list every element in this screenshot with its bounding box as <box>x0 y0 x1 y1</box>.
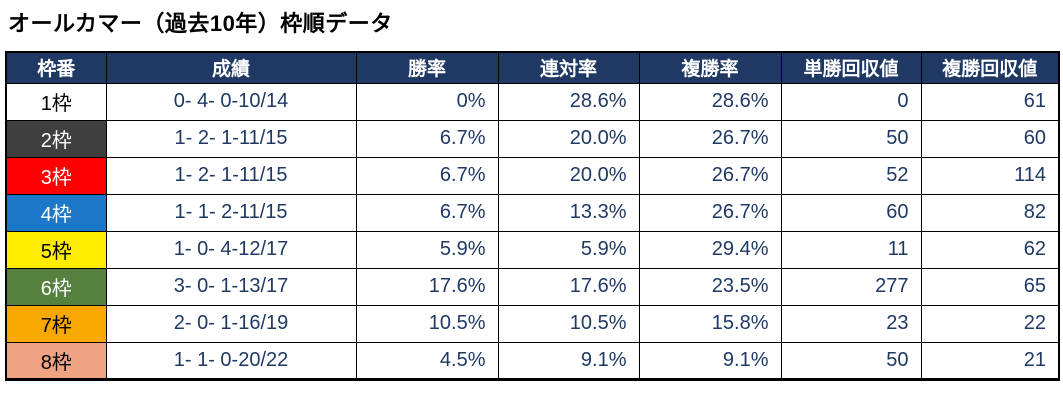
table-row: 6枠 3- 0- 1-13/17 17.6% 17.6% 23.5% 277 6… <box>5 267 1060 306</box>
quinella-rate-cell: 10.5% <box>497 304 640 343</box>
show-rate-cell: 29.4% <box>638 230 782 269</box>
show-return-cell: 114 <box>920 156 1060 195</box>
win-return-cell: 23 <box>780 304 922 343</box>
win-rate-cell: 17.6% <box>355 267 499 306</box>
show-return-cell: 22 <box>920 304 1060 343</box>
record-cell: 1- 2- 1-11/15 <box>105 156 357 195</box>
page-title: オールカマー（過去10年）枠順データ <box>8 11 393 36</box>
column-header-1: 成績 <box>105 51 357 84</box>
table-row: 4枠 1- 1- 2-11/15 6.7% 13.3% 26.7% 60 82 <box>5 193 1060 232</box>
frame-number-cell: 8枠 <box>5 341 107 380</box>
frame-number-cell: 7枠 <box>5 304 107 343</box>
frame-number-cell: 6枠 <box>5 267 107 306</box>
win-rate-cell: 6.7% <box>355 119 499 158</box>
win-return-cell: 50 <box>780 341 922 380</box>
show-return-cell: 21 <box>920 341 1060 380</box>
table-row: 3枠 1- 2- 1-11/15 6.7% 20.0% 26.7% 52 114 <box>5 156 1060 195</box>
page: オールカマー（過去10年）枠順データ 枠番 成績 勝率 連対率 複勝率 単勝回収値 複勝回収… <box>5 11 1060 381</box>
win-rate-cell: 4.5% <box>355 341 499 380</box>
quinella-rate-cell: 13.3% <box>497 193 640 232</box>
win-return-cell: 0 <box>780 82 922 121</box>
win-rate-cell: 0% <box>355 82 499 121</box>
show-return-cell: 62 <box>920 230 1060 269</box>
table-row: 2枠 1- 2- 1-11/15 6.7% 20.0% 26.7% 50 60 <box>5 119 1060 158</box>
table-row: 1枠 0- 4- 0-10/14 0% 28.6% 28.6% 0 61 <box>5 82 1060 121</box>
frame-number-cell: 4枠 <box>5 193 107 232</box>
show-return-cell: 65 <box>920 267 1060 306</box>
win-rate-cell: 10.5% <box>355 304 499 343</box>
win-rate-cell: 5.9% <box>355 230 499 269</box>
column-header-6: 複勝回収値 <box>920 51 1060 84</box>
table-header-row: 枠番 成績 勝率 連対率 複勝率 単勝回収値 複勝回収値 <box>5 51 1060 84</box>
record-cell: 1- 0- 4-12/17 <box>105 230 357 269</box>
table-row: 8枠 1- 1- 0-20/22 4.5% 9.1% 9.1% 50 21 <box>5 341 1060 380</box>
show-return-cell: 61 <box>920 82 1060 121</box>
frame-number-cell: 1枠 <box>5 82 107 121</box>
frame-number-cell: 3枠 <box>5 156 107 195</box>
quinella-rate-cell: 9.1% <box>497 341 640 380</box>
record-cell: 1- 2- 1-11/15 <box>105 119 357 158</box>
column-header-3: 連対率 <box>497 51 640 84</box>
quinella-rate-cell: 28.6% <box>497 82 640 121</box>
show-rate-cell: 26.7% <box>638 119 782 158</box>
record-cell: 1- 1- 0-20/22 <box>105 341 357 380</box>
win-return-cell: 60 <box>780 193 922 232</box>
column-header-0: 枠番 <box>5 51 107 84</box>
column-header-5: 単勝回収値 <box>780 51 922 84</box>
table-row: 7枠 2- 0- 1-16/19 10.5% 10.5% 15.8% 23 22 <box>5 304 1060 343</box>
record-cell: 3- 0- 1-13/17 <box>105 267 357 306</box>
column-header-2: 勝率 <box>355 51 499 84</box>
win-return-cell: 50 <box>780 119 922 158</box>
record-cell: 0- 4- 0-10/14 <box>105 82 357 121</box>
win-return-cell: 52 <box>780 156 922 195</box>
column-header-4: 複勝率 <box>638 51 782 84</box>
quinella-rate-cell: 17.6% <box>497 267 640 306</box>
show-rate-cell: 26.7% <box>638 156 782 195</box>
quinella-rate-cell: 5.9% <box>497 230 640 269</box>
show-rate-cell: 26.7% <box>638 193 782 232</box>
record-cell: 1- 1- 2-11/15 <box>105 193 357 232</box>
show-rate-cell: 23.5% <box>638 267 782 306</box>
frame-number-cell: 2枠 <box>5 119 107 158</box>
show-rate-cell: 28.6% <box>638 82 782 121</box>
table-row: 5枠 1- 0- 4-12/17 5.9% 5.9% 29.4% 11 62 <box>5 230 1060 269</box>
quinella-rate-cell: 20.0% <box>497 156 640 195</box>
win-rate-cell: 6.7% <box>355 193 499 232</box>
frame-number-cell: 5枠 <box>5 230 107 269</box>
table-body: 1枠 0- 4- 0-10/14 0% 28.6% 28.6% 0 61 2枠 … <box>5 82 1060 380</box>
quinella-rate-cell: 20.0% <box>497 119 640 158</box>
show-rate-cell: 9.1% <box>638 341 782 380</box>
show-rate-cell: 15.8% <box>638 304 782 343</box>
show-return-cell: 82 <box>920 193 1060 232</box>
win-return-cell: 277 <box>780 267 922 306</box>
frame-data-table: 枠番 成績 勝率 連対率 複勝率 単勝回収値 複勝回収値 1枠 0- 4- 0-10/14 … <box>5 51 1060 381</box>
win-rate-cell: 6.7% <box>355 156 499 195</box>
show-return-cell: 60 <box>920 119 1060 158</box>
record-cell: 2- 0- 1-16/19 <box>105 304 357 343</box>
win-return-cell: 11 <box>780 230 922 269</box>
